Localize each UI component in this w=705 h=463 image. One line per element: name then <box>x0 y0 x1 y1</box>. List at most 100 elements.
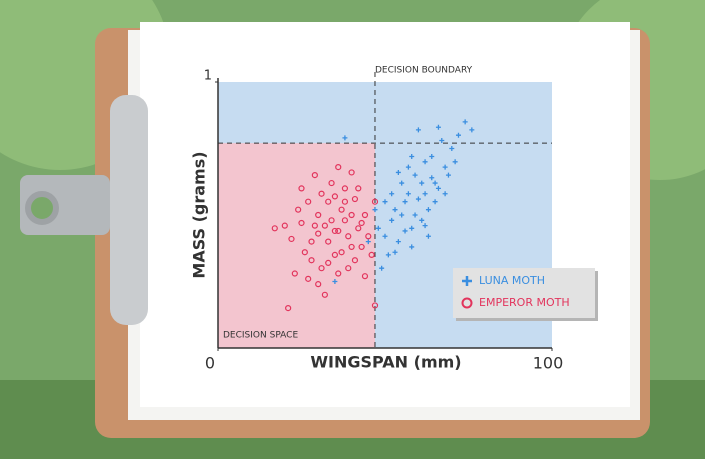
annotation: DECISION BOUNDARY <box>375 66 473 76</box>
point <box>429 153 435 159</box>
annotation: DECISION SPACE <box>223 331 298 341</box>
point <box>331 251 338 258</box>
point <box>412 172 418 178</box>
point <box>371 302 379 309</box>
point <box>341 185 349 192</box>
point <box>385 252 391 258</box>
point <box>325 238 332 245</box>
point <box>345 265 352 272</box>
point <box>358 219 365 227</box>
point <box>452 159 458 165</box>
point <box>358 243 365 251</box>
point <box>341 198 349 205</box>
point <box>392 249 398 255</box>
point <box>285 305 292 312</box>
y-tick-label: 1 <box>204 69 212 84</box>
point <box>445 172 451 178</box>
point <box>338 206 345 213</box>
point <box>455 132 461 138</box>
point <box>395 169 401 175</box>
point <box>402 228 408 234</box>
point <box>342 135 348 141</box>
point <box>351 257 359 264</box>
point <box>415 196 421 202</box>
point <box>305 198 312 205</box>
point <box>361 211 369 219</box>
point <box>371 198 379 205</box>
point <box>365 233 372 240</box>
point <box>399 212 405 218</box>
point <box>295 206 302 213</box>
point <box>365 239 371 245</box>
point <box>335 227 342 235</box>
point <box>392 207 398 213</box>
point <box>375 225 381 231</box>
point <box>355 185 362 192</box>
point <box>331 227 338 235</box>
x-axis-label: WINGSPAN (mm) <box>310 353 461 372</box>
point <box>425 233 431 239</box>
point <box>321 222 328 229</box>
point <box>389 191 395 197</box>
point <box>305 275 312 282</box>
clip-bar <box>110 95 148 325</box>
point <box>389 217 395 223</box>
point <box>405 191 411 197</box>
point <box>288 235 295 243</box>
legend-label: EMPEROR MOTH <box>479 296 570 309</box>
point <box>409 244 415 250</box>
point <box>429 175 435 181</box>
decision-space <box>218 143 375 348</box>
point <box>409 225 415 231</box>
point <box>432 199 438 205</box>
x-tick-label: 100 <box>533 354 564 373</box>
point <box>315 211 322 219</box>
x-tick-label: 0 <box>205 354 215 373</box>
point <box>301 249 308 256</box>
point <box>338 249 345 256</box>
point <box>382 233 388 239</box>
point <box>422 159 428 165</box>
clip-hole <box>25 191 59 225</box>
point <box>449 146 455 151</box>
point <box>382 199 388 205</box>
point <box>462 119 468 125</box>
point <box>341 217 349 224</box>
point <box>442 164 448 170</box>
point <box>442 191 448 197</box>
point <box>415 127 421 133</box>
point <box>361 273 369 280</box>
legend-marker <box>461 297 473 309</box>
point <box>439 138 445 144</box>
point <box>395 239 401 245</box>
point <box>325 259 332 266</box>
point <box>412 212 418 218</box>
point <box>348 169 355 176</box>
point <box>311 172 318 179</box>
point <box>409 153 415 159</box>
point <box>469 127 475 133</box>
point <box>271 225 278 232</box>
point <box>328 217 335 224</box>
point <box>325 198 332 205</box>
point <box>419 180 425 186</box>
legend-label: LUNA MOTH <box>479 274 545 287</box>
point <box>332 279 338 284</box>
point <box>405 164 411 170</box>
point <box>345 233 352 240</box>
point <box>291 270 298 277</box>
point <box>298 185 305 192</box>
point <box>435 185 441 191</box>
point <box>328 179 335 187</box>
point <box>308 238 315 245</box>
point <box>318 265 325 272</box>
point <box>315 230 322 237</box>
legend <box>453 268 595 318</box>
point <box>355 225 362 232</box>
point <box>348 243 355 251</box>
point <box>422 191 428 197</box>
point <box>379 265 385 271</box>
point <box>402 199 408 205</box>
point <box>419 217 425 223</box>
